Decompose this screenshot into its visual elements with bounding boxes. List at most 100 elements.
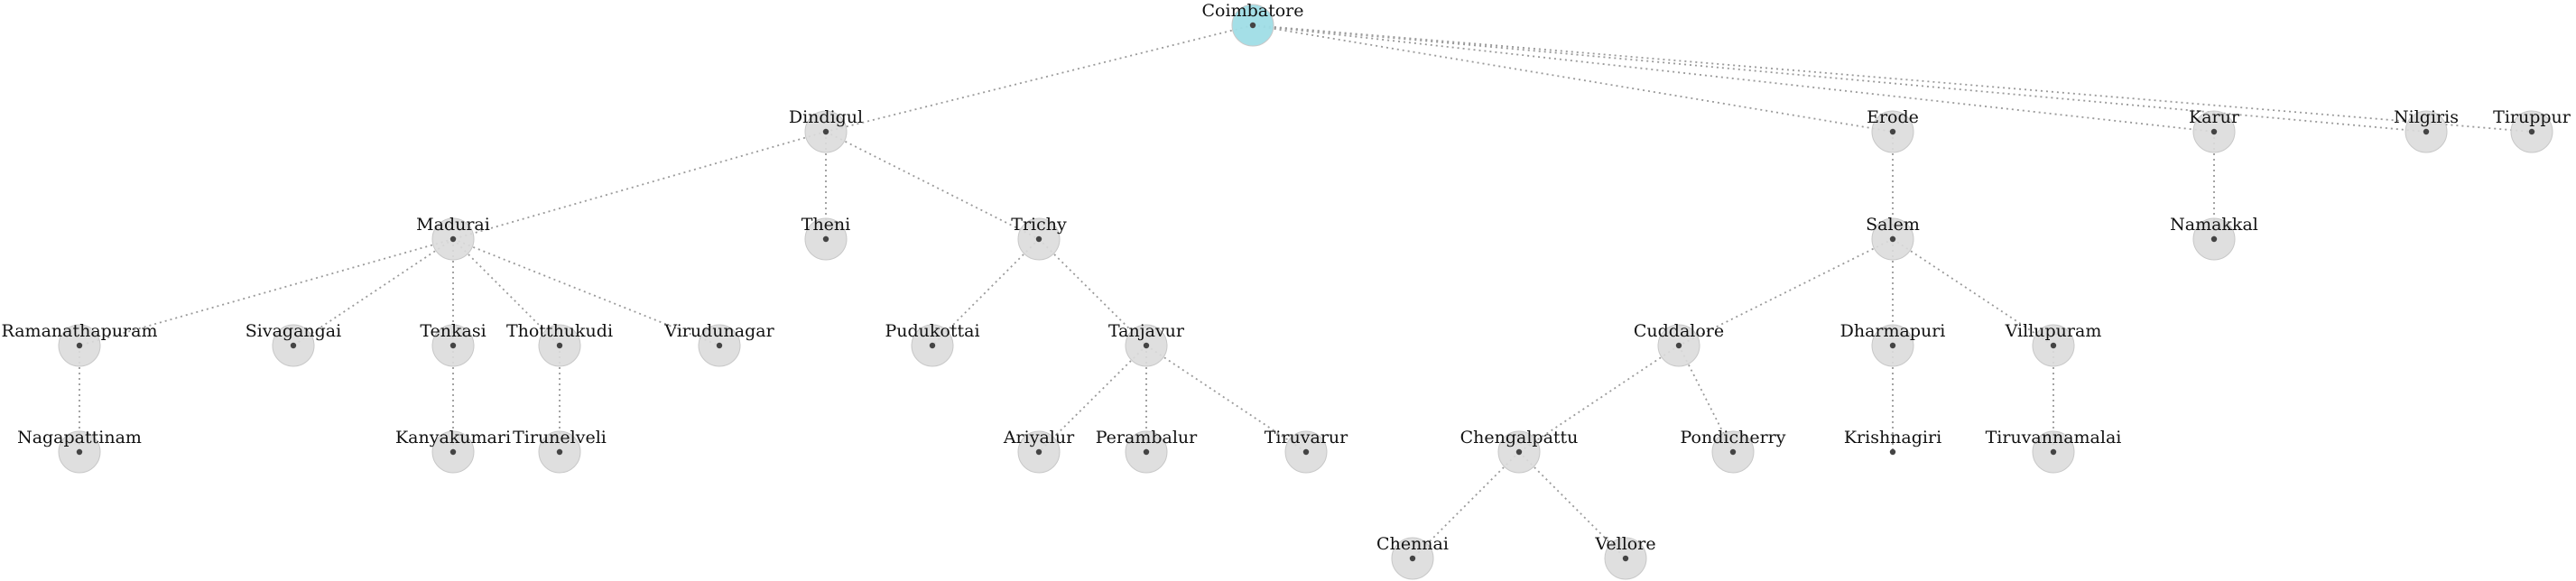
node-pondicherry: Pondicherry xyxy=(1681,428,1786,474)
node-label: Dindigul xyxy=(789,107,863,127)
node-label: Tirunelveli xyxy=(513,428,607,447)
node-sivagangai: Sivagangai xyxy=(246,321,341,367)
node-vellore: Vellore xyxy=(1594,534,1656,580)
edge-cuddalore-pondicherry xyxy=(1678,345,1734,453)
node-dot xyxy=(290,342,297,349)
node-label: Chennai xyxy=(1376,534,1449,554)
node-dot xyxy=(1675,342,1682,349)
node-label: Pondicherry xyxy=(1681,428,1786,447)
node-label: Perambalur xyxy=(1096,428,1198,447)
node-dot xyxy=(1302,448,1310,456)
node-label: Cuddalore xyxy=(1634,321,1724,341)
node-label: Tiruvarur xyxy=(1265,428,1348,447)
node-dot xyxy=(1729,448,1737,456)
node-dot xyxy=(449,235,457,243)
node-dot xyxy=(449,342,457,349)
node-label: Pudukottai xyxy=(885,321,979,341)
node-ramanathapuram: Ramanathapuram xyxy=(1,321,158,367)
node-dot xyxy=(2210,128,2218,135)
node-pudukottai: Pudukottai xyxy=(885,321,980,367)
node-label: Chengalpattu xyxy=(1460,428,1579,447)
node-tiruppur: Tiruppur xyxy=(2493,107,2571,153)
node-label: Ramanathapuram xyxy=(1,321,157,341)
node-dot xyxy=(1889,235,1896,243)
node-dot xyxy=(1035,448,1042,456)
node-dot xyxy=(1889,128,1896,135)
node-label: Tiruppur xyxy=(2493,107,2571,127)
tree-edges xyxy=(79,24,2533,559)
node-perambalur: Perambalur xyxy=(1096,428,1198,474)
node-salem: Salem xyxy=(1866,215,1920,261)
node-nagapattinam: Nagapattinam xyxy=(17,428,142,474)
node-dot xyxy=(822,128,829,135)
node-label: Thotthukudi xyxy=(506,321,613,341)
edge-coimbatore-erode xyxy=(1252,24,1894,133)
node-ariyalur: Ariyalur xyxy=(1003,428,1075,474)
node-tirunelveli: Tirunelveli xyxy=(513,428,607,474)
node-label: Salem xyxy=(1866,215,1920,235)
node-theni: Theni xyxy=(802,215,850,261)
node-tiruvannamalai: Tiruvannamalai xyxy=(1986,428,2121,474)
node-dot xyxy=(2528,128,2535,135)
edge-trichy-tanjavur xyxy=(1038,238,1147,346)
node-thotthukudi: Thotthukudi xyxy=(506,321,613,367)
node-dot xyxy=(1515,448,1523,456)
node-cuddalore: Cuddalore xyxy=(1634,321,1724,367)
edge-dindigul-trichy xyxy=(825,131,1040,240)
node-dot xyxy=(2050,342,2057,349)
edge-tanjavur-ariyalur xyxy=(1038,345,1147,453)
node-dot xyxy=(1035,235,1042,243)
node-dot xyxy=(1889,342,1896,349)
node-label: Erode xyxy=(1867,107,1919,127)
node-label: Nagapattinam xyxy=(17,428,142,447)
node-label: Karur xyxy=(2189,107,2240,127)
node-trichy: Trichy xyxy=(1011,215,1067,261)
edge-trichy-pudukottai xyxy=(931,238,1040,346)
node-dot xyxy=(929,342,936,349)
node-label: Sivagangai xyxy=(246,321,341,341)
node-dot xyxy=(1409,555,1416,562)
node-kanyakumari: Kanyakumari xyxy=(395,428,511,474)
node-dot xyxy=(449,448,457,456)
node-label: Ariyalur xyxy=(1003,428,1075,447)
node-tenkasi: Tenkasi xyxy=(420,321,486,367)
edge-chengalpattu-chennai xyxy=(1412,451,1520,559)
node-madurai: Madurai xyxy=(416,215,490,261)
node-label: Trichy xyxy=(1011,215,1067,235)
node-label: Villupuram xyxy=(2005,321,2102,341)
node-namakkal: Namakkal xyxy=(2170,215,2258,261)
node-label: Kanyakumari xyxy=(395,428,511,447)
node-chennai: Chennai xyxy=(1376,534,1449,580)
node-dindigul: Dindigul xyxy=(789,107,863,153)
node-erode: Erode xyxy=(1867,107,1919,153)
node-dot xyxy=(556,448,563,456)
node-label: Tenkasi xyxy=(420,321,486,341)
node-label: Krishnagiri xyxy=(1844,428,1941,447)
edge-coimbatore-nilgiris xyxy=(1252,24,2427,133)
edge-madurai-virudunagar xyxy=(452,238,720,346)
edge-coimbatore-karur xyxy=(1252,24,2215,133)
node-label: Coimbatore xyxy=(1202,1,1304,21)
node-dot xyxy=(2050,448,2057,456)
node-label: Tanjavur xyxy=(1108,321,1185,341)
node-dot xyxy=(556,342,563,349)
node-villupuram: Villupuram xyxy=(2005,321,2102,367)
node-karur: Karur xyxy=(2189,107,2240,153)
node-dot xyxy=(1889,448,1896,456)
node-label: Madurai xyxy=(416,215,490,235)
node-dot xyxy=(822,235,829,243)
edge-dindigul-madurai xyxy=(452,131,827,240)
node-tanjavur: Tanjavur xyxy=(1108,321,1185,367)
node-dot xyxy=(1143,342,1150,349)
node-dot xyxy=(2210,235,2218,243)
node-dot xyxy=(76,342,83,349)
node-dot xyxy=(716,342,723,349)
node-label: Namakkal xyxy=(2170,215,2258,235)
node-label: Theni xyxy=(802,215,850,235)
node-dot xyxy=(1143,448,1150,456)
node-dot xyxy=(1622,555,1629,562)
edge-chengalpattu-vellore xyxy=(1518,451,1626,559)
edge-salem-cuddalore xyxy=(1678,238,1894,346)
